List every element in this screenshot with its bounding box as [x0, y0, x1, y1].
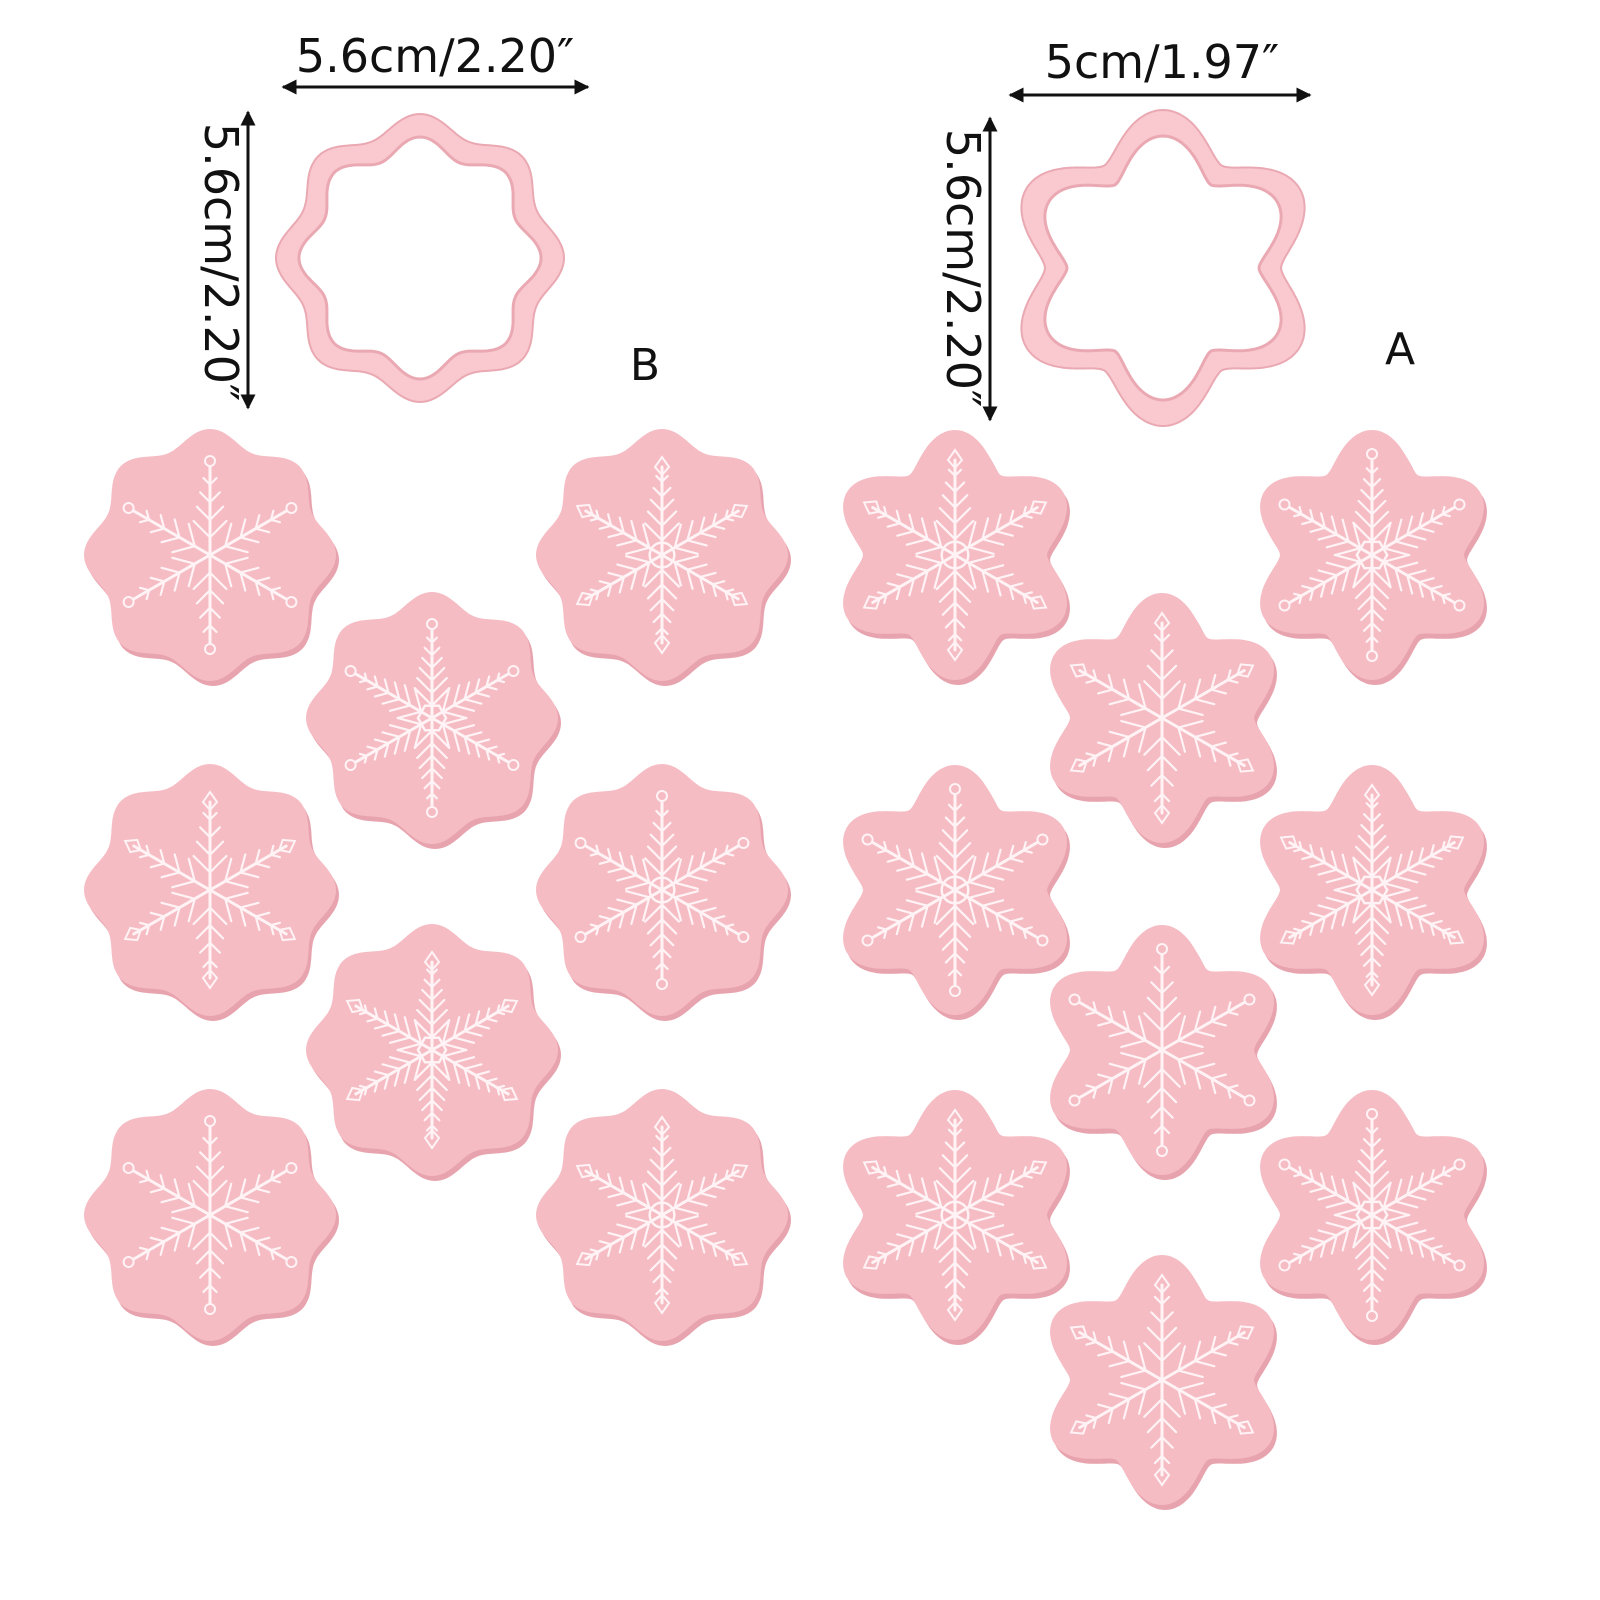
set-a-width-label: 5cm/1.97″ — [1045, 35, 1279, 89]
snowflake-stamp-a — [843, 1090, 1070, 1345]
snowflake-stamp-b — [84, 429, 339, 686]
set-b-height-label: 5.6cm/2.20″ — [194, 123, 248, 401]
snowflake-stamp-a — [1050, 925, 1277, 1180]
snowflake-stamp-a — [1050, 1255, 1277, 1510]
set-b-height-dimension: 5.6cm/2.20″ — [194, 110, 256, 410]
snowflake-stamp-a — [1260, 1090, 1487, 1345]
snowflake-stamp-b — [536, 429, 791, 686]
set-b-width-label: 5.6cm/2.20″ — [296, 29, 574, 83]
snowflake-stamp-a — [843, 430, 1070, 685]
snowflake-stamp-a — [843, 765, 1070, 1020]
snowflake-stamp-b — [306, 924, 561, 1181]
snowflake-stamp-b — [84, 1089, 339, 1346]
snowflake-stamp-a — [1260, 765, 1487, 1020]
set-a-stamps — [843, 430, 1487, 1510]
set-b-stamps — [84, 429, 791, 1346]
set-a-height-dimension: 5.6cm/2.20″ — [936, 116, 998, 422]
set-a-height-label: 5.6cm/2.20″ — [936, 129, 990, 407]
snowflake-stamp-b — [536, 1089, 791, 1346]
snowflake-stamp-a — [1050, 593, 1277, 848]
snowflake-stamp-a — [1260, 430, 1487, 685]
set-a-label: A — [1385, 324, 1415, 375]
set-b-label: B — [630, 340, 660, 391]
snowflake-stamp-b — [306, 592, 561, 849]
set-b-width-dimension: 5.6cm/2.20″ — [281, 29, 590, 95]
set-b-cutter — [274, 112, 566, 404]
snowflake-stamp-b — [536, 764, 791, 1021]
set-a-width-dimension: 5cm/1.97″ — [1008, 35, 1312, 103]
snowflake-stamp-b — [84, 764, 339, 1021]
set-a-cutter — [1020, 108, 1306, 428]
